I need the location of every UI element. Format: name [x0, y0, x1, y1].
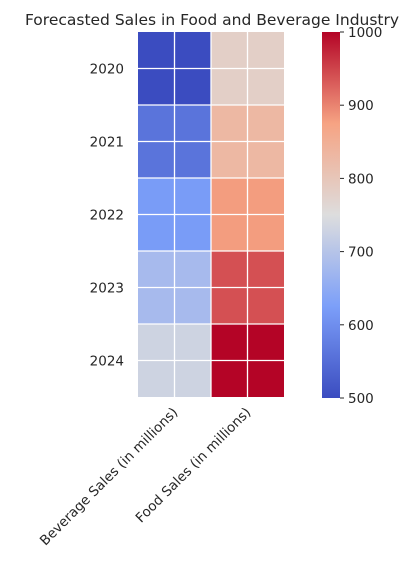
- colorbar-tick-label: 600: [348, 318, 374, 334]
- chart-title: Forecasted Sales in Food and Beverage In…: [25, 11, 399, 29]
- row-tick-label: 2024: [90, 354, 124, 370]
- column-tick-label: Beverage Sales (in millions): [37, 405, 181, 549]
- colorbar-tick-label: 800: [348, 171, 374, 187]
- colorbar-tick-label: 500: [348, 391, 374, 407]
- colorbar-tick-label: 1000: [348, 25, 382, 41]
- row-tick-label: 2022: [90, 208, 124, 224]
- colorbar-tick-label: 700: [348, 245, 374, 261]
- colorbar-tick-label: 900: [348, 98, 374, 114]
- heatmap-grid: [138, 32, 284, 397]
- row-tick-label: 2021: [90, 135, 124, 151]
- row-tick-label: 2023: [90, 281, 124, 297]
- row-labels: 2020 2021 2022 2023 2024: [90, 62, 124, 370]
- row-tick-label: 2020: [90, 62, 124, 78]
- colorbar: 500 600 700 800 900 1000: [322, 25, 382, 407]
- colorbar-gradient: [322, 32, 340, 398]
- column-labels: Beverage Sales (in millions)Food Sales (…: [37, 405, 254, 549]
